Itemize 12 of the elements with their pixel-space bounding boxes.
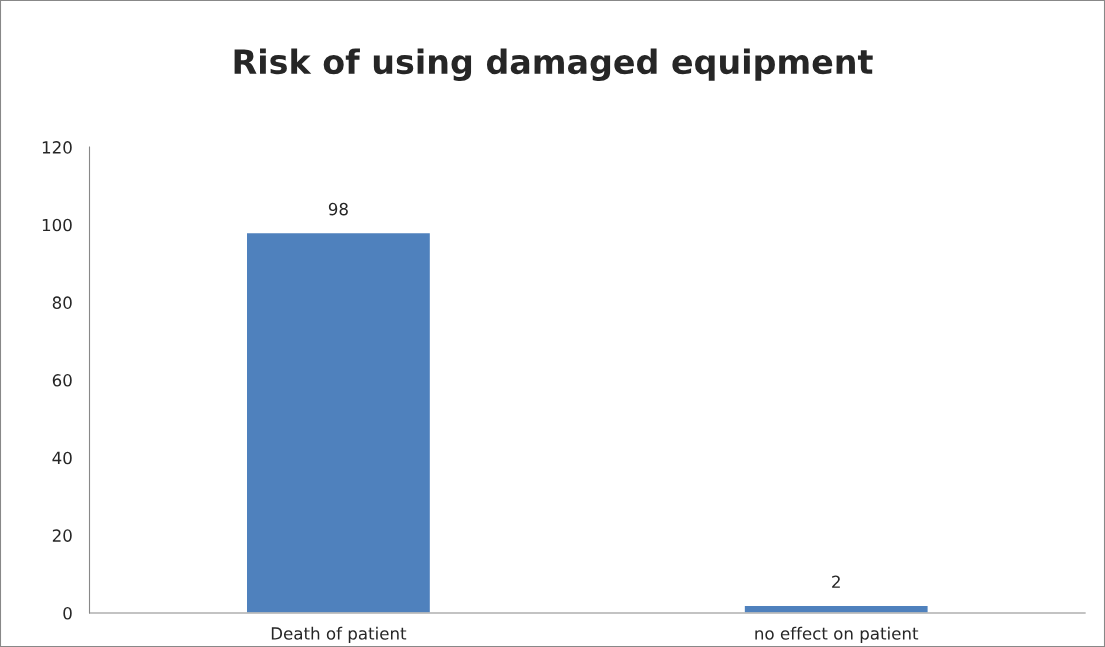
y-tick-label: 0 bbox=[63, 606, 72, 620]
y-tick-label: 60 bbox=[52, 374, 72, 387]
x-tick-label: Death of patient bbox=[271, 626, 407, 643]
y-tick-label: 80 bbox=[52, 296, 72, 309]
data-label: 98 bbox=[328, 202, 348, 216]
y-tick-label: 120 bbox=[42, 141, 72, 154]
chart-title: Risk of using damaged equipment bbox=[234, 48, 873, 81]
data-label: 2 bbox=[832, 575, 840, 588]
x-tick-label: no effect on patient bbox=[755, 626, 919, 643]
y-tick-label: 100 bbox=[42, 218, 72, 232]
y-tick-label: 40 bbox=[52, 451, 72, 465]
y-tick-label: 20 bbox=[52, 529, 72, 542]
